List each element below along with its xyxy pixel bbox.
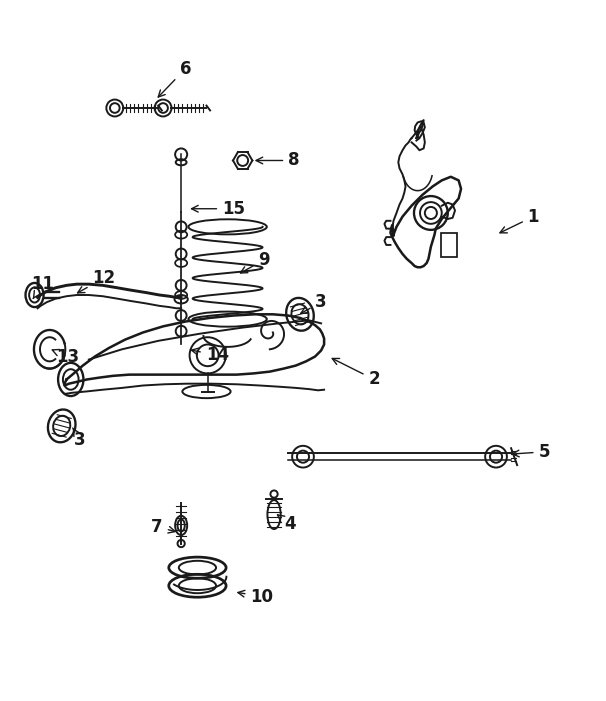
Text: 8: 8 [256,151,300,170]
Text: 15: 15 [191,200,245,218]
Text: 12: 12 [78,269,116,293]
Text: 3: 3 [73,428,85,449]
Text: 11: 11 [31,275,54,299]
Text: 4: 4 [278,515,296,533]
Text: 10: 10 [238,587,273,606]
Text: 2: 2 [332,358,380,388]
Text: 5: 5 [513,443,550,461]
Circle shape [176,222,187,232]
Text: 13: 13 [52,348,79,365]
Text: 7: 7 [152,517,175,536]
Circle shape [176,280,187,291]
Text: 6: 6 [158,60,191,97]
Text: 14: 14 [191,346,229,365]
Circle shape [176,326,187,336]
Bar [441,233,458,257]
Text: 1: 1 [500,207,539,233]
Circle shape [176,310,187,321]
Circle shape [176,249,187,259]
Text: 9: 9 [241,251,270,273]
Text: 3: 3 [301,293,327,313]
